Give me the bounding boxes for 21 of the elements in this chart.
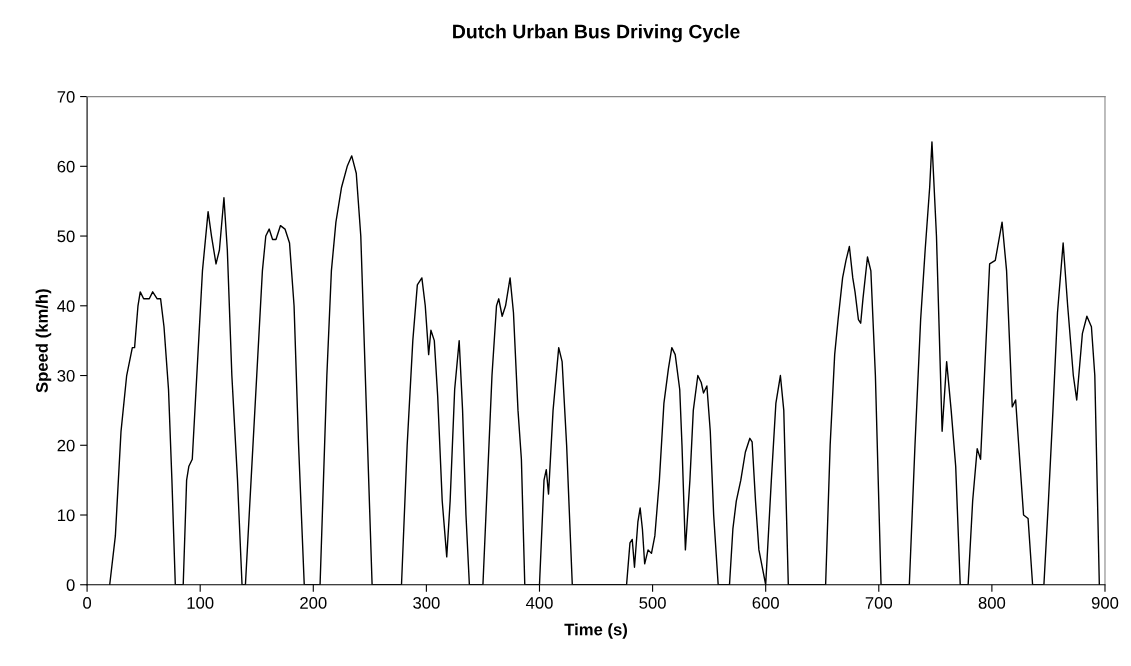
- x-tick-label: 600: [752, 596, 779, 609]
- x-tick-label: 300: [413, 596, 440, 609]
- y-tick-label: 40: [57, 300, 75, 312]
- chart-title: Dutch Urban Bus Driving Cycle: [453, 24, 740, 43]
- y-tick-label: 0: [66, 579, 75, 591]
- y-tick-label: 30: [57, 369, 75, 382]
- x-tick-label: 800: [978, 596, 1006, 609]
- y-tick-label: 70: [57, 90, 75, 103]
- x-axis-title: Time (s): [564, 623, 628, 639]
- y-tick-label: 60: [57, 160, 75, 173]
- x-tick-label: 900: [1091, 596, 1119, 609]
- x-tick-label: 100: [187, 596, 214, 609]
- y-axis-title: Speed (km/h): [35, 289, 52, 393]
- x-tick-label: 700: [865, 596, 893, 609]
- x-tick-label: 400: [525, 596, 553, 609]
- y-tick-label: 50: [57, 230, 75, 243]
- x-tick-label: 0: [83, 596, 92, 609]
- x-tick-label: 500: [639, 596, 666, 609]
- y-tick-label: 10: [58, 509, 75, 522]
- y-tick-label: 20: [57, 439, 75, 452]
- x-tick-label: 200: [300, 596, 327, 609]
